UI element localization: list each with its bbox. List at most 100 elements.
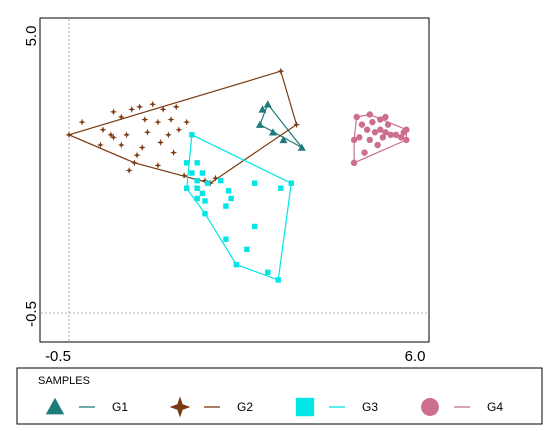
g3-point: [204, 180, 211, 186]
g2-hull: [67, 70, 298, 184]
g4-point: [350, 159, 358, 167]
g4-point: [369, 118, 376, 126]
g2-point: [78, 118, 86, 126]
legend-box: [16, 367, 543, 425]
g2-point: [96, 141, 104, 149]
sample-points: [65, 67, 410, 283]
g1-point: [258, 105, 267, 113]
x-tick-left: -0.5: [45, 348, 71, 365]
g3-point: [275, 277, 281, 283]
x-tick-right: 6.0: [405, 348, 426, 365]
g2-point: [154, 161, 162, 169]
g3-point: [288, 180, 295, 186]
g4-point: [377, 126, 384, 133]
g1-point: [297, 143, 306, 151]
g2-legend-label: G2: [237, 400, 253, 414]
g4-point: [403, 126, 410, 133]
g2-point: [172, 103, 180, 111]
g1-point: [269, 128, 277, 136]
g3-point: [194, 195, 200, 202]
g3-point: [225, 188, 232, 194]
legend-title: SAMPLES: [38, 375, 90, 387]
g3-point: [217, 177, 224, 184]
g1-hull: [259, 103, 303, 149]
g3-point: [194, 160, 200, 166]
g2-point: [133, 151, 141, 159]
g3-point: [251, 223, 258, 230]
g2-point: [180, 172, 188, 180]
g3-point: [223, 203, 229, 209]
g4-point: [353, 113, 360, 121]
y-tick-bottom: -0.5: [23, 301, 40, 327]
g2-point: [107, 131, 115, 139]
g4-point: [374, 141, 381, 149]
g2-point: [143, 128, 151, 136]
g2-point: [154, 118, 162, 126]
g4-point: [377, 116, 384, 123]
g2-point: [149, 100, 157, 108]
g3-point: [189, 170, 195, 176]
g4-point: [392, 131, 400, 139]
g3-point: [194, 177, 200, 184]
g2-point: [211, 174, 219, 182]
g2-point: [293, 121, 301, 129]
g3-legend-label: G3: [362, 400, 378, 414]
g2-point: [130, 159, 138, 167]
g2-point: [109, 108, 117, 116]
g2-point: [123, 131, 131, 139]
g3-point: [202, 198, 208, 204]
g1-point: [279, 135, 288, 144]
g3-point: [194, 185, 200, 191]
g3-point: [183, 160, 190, 166]
g2-point: [138, 144, 146, 152]
g4-point: [371, 129, 379, 136]
y-tick-top: 5.0: [23, 26, 40, 47]
g2-point: [159, 105, 167, 113]
g2-point: [183, 118, 191, 126]
g2-point: [136, 103, 144, 111]
g4-legend-marker: [421, 398, 439, 416]
g2-point: [117, 113, 125, 121]
legend: SAMPLES G1 G2 G3 G4: [16, 367, 543, 425]
g2-point: [167, 116, 175, 124]
g3-point: [228, 195, 234, 202]
g4-point: [361, 149, 368, 156]
g2-point: [65, 131, 73, 139]
plot-frame: [39, 17, 430, 343]
g4-point: [350, 136, 358, 144]
g4-point: [382, 113, 389, 121]
g4-point: [384, 121, 392, 128]
g3-point: [199, 190, 206, 197]
g2-point: [141, 116, 149, 124]
g1-point: [255, 120, 264, 128]
g1-legend-label: G1: [112, 400, 128, 414]
g4-point: [356, 134, 363, 141]
g2-point: [157, 138, 165, 146]
g3-point: [223, 236, 229, 242]
g2-point: [277, 67, 285, 75]
g2-point: [164, 131, 172, 139]
g2-point: [109, 133, 117, 141]
g3-point: [265, 269, 271, 275]
g2-point: [117, 141, 125, 149]
g1-legend-marker: [45, 397, 65, 415]
g3-point: [183, 185, 190, 191]
g4-legend-label: G4: [487, 400, 503, 414]
g1-point: [263, 100, 272, 108]
g3-point: [189, 132, 195, 138]
g4-point: [403, 136, 410, 144]
g4-point: [363, 126, 371, 133]
g4-point: [382, 129, 389, 136]
g3-point: [244, 246, 250, 253]
g4-point: [358, 121, 366, 128]
g3-point: [233, 261, 240, 268]
g4-point: [366, 136, 373, 144]
g2-legend-marker: [169, 396, 191, 418]
g2-point: [170, 149, 178, 157]
legend-items: G1 G2 G3 G4: [45, 396, 503, 418]
g3-point: [251, 180, 258, 186]
g3-point: [278, 185, 284, 191]
g3-legend-marker: [295, 397, 315, 417]
g3-point: [199, 170, 206, 176]
